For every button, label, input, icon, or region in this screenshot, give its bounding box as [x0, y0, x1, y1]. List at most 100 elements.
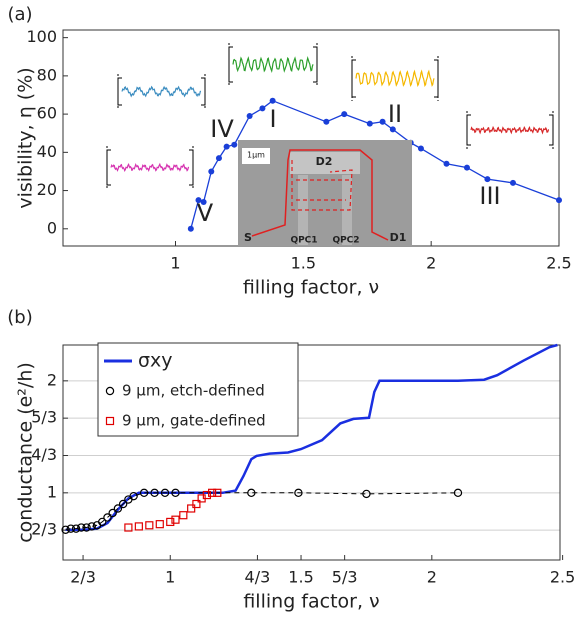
- data-point: [113, 504, 123, 513]
- sem-gate: [298, 175, 308, 245]
- x-tick-label: 5/3: [332, 568, 358, 587]
- y-tick-label: 40: [37, 142, 57, 161]
- y-tick-label: 2/3: [31, 520, 57, 539]
- inset-label: D1: [390, 231, 407, 244]
- x-tick-label: 2.5: [550, 568, 575, 587]
- scale-bar-box: [242, 148, 270, 164]
- wave-inset-frame: [351, 59, 439, 98]
- annotation: IV: [210, 115, 234, 143]
- data-point: [108, 508, 117, 518]
- data-point: [61, 525, 70, 534]
- data-point: [453, 488, 463, 498]
- data-point: [389, 126, 396, 133]
- data-line: [65, 492, 459, 531]
- wave-trace: [232, 55, 314, 73]
- x-tick-label: 2/3: [70, 568, 96, 587]
- data-point: [202, 490, 211, 500]
- y-tick-label: 2: [47, 370, 57, 389]
- sem-inset: 1μm D2 S QPC1 QPC2 D1: [238, 140, 412, 246]
- x-tick-label: 2: [427, 568, 437, 587]
- data-point: [77, 523, 86, 532]
- data-point: [417, 145, 424, 152]
- x-tick-label: 1: [170, 254, 180, 273]
- data-point: [139, 488, 149, 498]
- annotation: III: [479, 182, 500, 210]
- x-axis-label: filling factor, ν: [243, 277, 379, 299]
- data-point: [134, 522, 143, 531]
- panel-label: (a): [7, 4, 32, 25]
- data-point: [71, 524, 81, 533]
- y-tick-label: 1: [47, 482, 57, 501]
- data-point: [124, 523, 133, 532]
- data-point: [166, 517, 175, 527]
- data-point: [66, 524, 76, 533]
- data-point: [215, 155, 222, 162]
- y-axis-label: visibility, η (%): [15, 67, 37, 208]
- data-point: [231, 141, 238, 148]
- data-point: [129, 491, 138, 501]
- inset-label: QPC1: [290, 236, 317, 246]
- data-point: [82, 523, 91, 532]
- data-point: [223, 143, 230, 150]
- data-point: [509, 179, 516, 186]
- data-point: [208, 168, 215, 175]
- data-point: [187, 504, 196, 513]
- y-tick-label: 20: [37, 180, 57, 199]
- data-point: [366, 120, 373, 127]
- y-tick-label: 0: [47, 218, 57, 237]
- data-point: [118, 499, 128, 509]
- data-point: [195, 197, 202, 204]
- data-point: [259, 105, 266, 112]
- wave-trace: [110, 162, 190, 173]
- sem-contact: [290, 152, 360, 174]
- annotation: I: [269, 105, 276, 133]
- data-point: [200, 199, 207, 206]
- x-tick-label: 4/3: [245, 568, 271, 587]
- data-point: [150, 488, 159, 498]
- y-tick-label: 5/3: [31, 408, 57, 427]
- legend-label: σxy: [138, 350, 173, 372]
- data-point: [247, 488, 256, 498]
- legend-box: [97, 342, 299, 437]
- data-point: [103, 513, 112, 522]
- data-point: [171, 515, 180, 524]
- data-point: [87, 522, 96, 531]
- data-point: [145, 521, 154, 530]
- y-tick-label: 4/3: [31, 445, 57, 464]
- data-point: [463, 164, 470, 171]
- data-point: [155, 520, 164, 529]
- legend-swatch: [105, 386, 115, 396]
- data-point: [269, 97, 276, 104]
- x-tick-label: 1.5: [288, 568, 313, 587]
- data-point: [379, 118, 386, 125]
- data-point: [362, 489, 371, 499]
- data-point: [179, 511, 188, 520]
- data-point: [192, 499, 201, 509]
- data-point: [341, 111, 348, 118]
- data-point: [171, 488, 180, 498]
- data-point: [246, 113, 253, 120]
- wave-trace: [355, 69, 435, 88]
- annotation: V: [197, 199, 214, 227]
- plot-frame: [62, 344, 561, 561]
- data-point: [443, 160, 450, 167]
- x-tick-label: 2: [426, 254, 436, 273]
- x-tick-label: 2.5: [546, 254, 571, 273]
- edge-path: [296, 179, 350, 201]
- data-point: [208, 488, 217, 497]
- inset-label: S: [244, 231, 252, 244]
- y-tick-label: 100: [26, 27, 57, 46]
- inset-label: QPC2: [332, 236, 359, 246]
- data-point: [213, 488, 222, 497]
- x-tick-label: 1: [165, 568, 175, 587]
- legend-label: 9 μm, etch-defined: [122, 382, 265, 400]
- panel-label: (b): [7, 307, 32, 328]
- data-point: [484, 176, 491, 183]
- data-point: [323, 118, 330, 125]
- edge-path: [251, 149, 389, 241]
- edge-path: [291, 160, 353, 211]
- x-tick-label: 1.5: [291, 254, 316, 273]
- wave-inset-frame: [466, 114, 554, 146]
- inset-label: 1μm: [247, 151, 265, 160]
